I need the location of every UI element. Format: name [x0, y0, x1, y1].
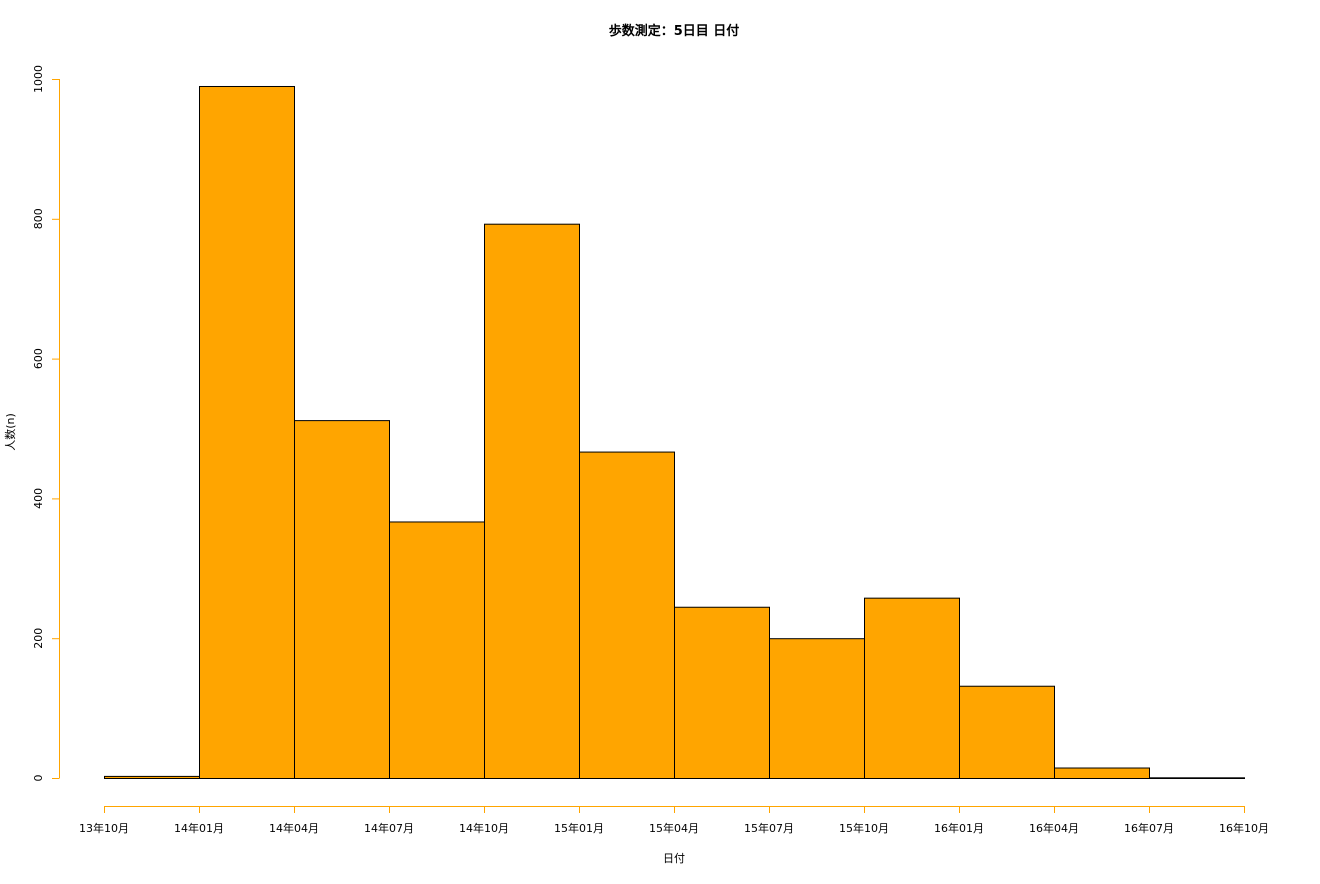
x-tick-label: 14年07月 [364, 821, 414, 835]
x-tick-label: 15年10月 [839, 821, 889, 835]
histogram-bar [104, 775, 200, 780]
histogram-bar [1149, 777, 1245, 780]
x-tick-label: 14年10月 [459, 821, 509, 835]
x-tick-label: 14年04月 [269, 821, 319, 835]
histogram-bar [769, 638, 865, 780]
x-tick-label: 15年01月 [554, 821, 604, 835]
y-tick-label: 400 [32, 488, 45, 509]
x-axis-label: 日付 [663, 852, 685, 865]
x-tick-label: 16年07月 [1124, 821, 1174, 835]
y-tick-label: 1000 [32, 65, 45, 93]
y-tick-label: 0 [32, 775, 45, 782]
histogram-bar [959, 685, 1055, 779]
chart-title: 歩数測定：5日目 日付 [609, 23, 740, 39]
histogram-bar [294, 420, 390, 779]
histogram-bar [389, 521, 485, 779]
y-tick-label: 600 [32, 348, 45, 369]
x-tick-label: 14年01月 [174, 821, 224, 835]
y-tick-label: 200 [32, 628, 45, 649]
y-tick-label: 800 [32, 208, 45, 229]
bars [104, 85, 1245, 780]
x-tick-label: 16年01月 [934, 821, 984, 835]
histogram-bar [199, 85, 295, 780]
y-axis: 0 200 400 600 800 1000 [32, 65, 60, 782]
histogram-bar [1054, 767, 1150, 780]
histogram-bar [674, 606, 770, 779]
histogram-bar [484, 223, 580, 779]
x-tick-label: 13年10月 [79, 821, 129, 835]
x-tick-label: 15年07月 [744, 821, 794, 835]
x-tick-label: 16年10月 [1219, 821, 1269, 835]
x-tick-label: 15年04月 [649, 821, 699, 835]
x-tick-label: 16年04月 [1029, 821, 1079, 835]
histogram-bar [864, 597, 960, 780]
histogram-bar [579, 451, 675, 779]
x-axis: 13年10月 14年01月 14年04月 14年07月 14年10月 15年01月 15年0… [79, 806, 1269, 835]
y-axis-label: 人数(n) [4, 413, 17, 451]
